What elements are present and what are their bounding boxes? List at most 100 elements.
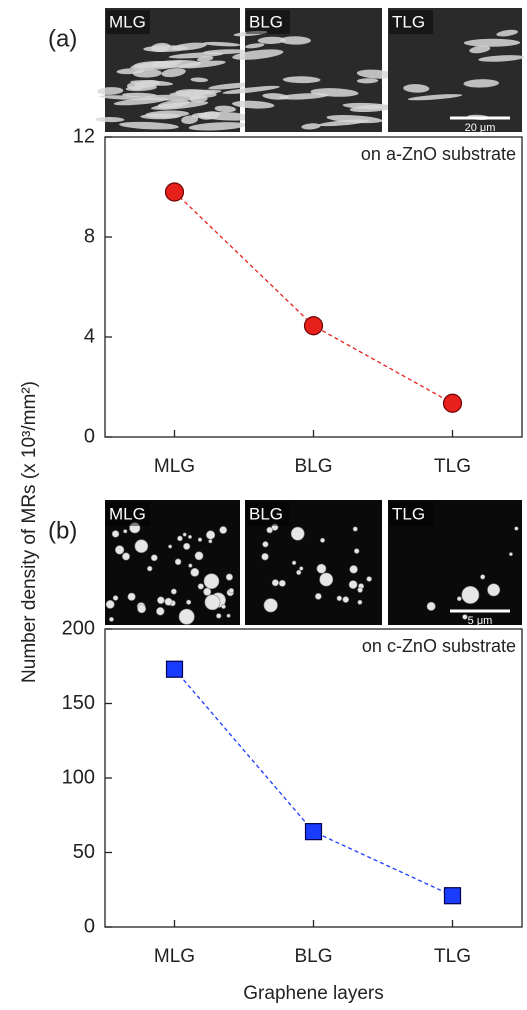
inset-label: MLG (109, 504, 146, 523)
microcrystal (357, 599, 363, 605)
sem-image: MLG (105, 500, 240, 625)
microcrystal (299, 566, 304, 571)
inset-label: MLG (109, 12, 146, 31)
microcrystal (204, 594, 221, 611)
y-tick-label: 0 (84, 425, 95, 447)
microcrystal (177, 535, 183, 542)
microcrystal (137, 604, 147, 614)
microrod (113, 97, 169, 106)
microrod (232, 49, 284, 60)
data-point (442, 393, 463, 413)
sem-image: TLG (388, 8, 525, 132)
plot-frame (104, 136, 523, 438)
microcrystal (105, 599, 115, 609)
microcrystal (208, 539, 213, 544)
microrod (463, 38, 521, 47)
microrod (178, 60, 226, 69)
data-point (164, 182, 185, 202)
microcrystal (111, 530, 120, 538)
microcrystal (134, 539, 149, 553)
panel-label: (b) (48, 517, 77, 544)
microrod (222, 85, 280, 94)
microcrystal (194, 551, 204, 561)
annotation: on a-ZnO substrate (361, 144, 516, 164)
microcrystal (170, 588, 177, 595)
inset-label-bg (389, 10, 433, 34)
y-tick-label: 50 (73, 841, 95, 863)
microcrystal (203, 587, 212, 596)
inset-label: TLG (392, 12, 425, 31)
microcrystal (456, 596, 462, 602)
microrod (203, 41, 241, 47)
data-point (304, 823, 323, 841)
microcrystal (112, 595, 119, 601)
y-tick-label: 8 (84, 225, 95, 247)
microcrystal (129, 522, 141, 534)
microrod (257, 36, 286, 44)
microrod (95, 117, 125, 123)
microcrystal (462, 614, 468, 620)
y-tick-label: 150 (62, 692, 95, 714)
y-axis-label: Number density of MRs (x 10³/mm²) (19, 381, 40, 683)
x-tick-label: BLG (294, 946, 332, 967)
microcrystal (271, 579, 279, 587)
microcrystal (123, 529, 128, 534)
microcrystal (225, 573, 233, 581)
microrod (202, 49, 247, 55)
microrod (245, 43, 265, 49)
microcrystal (509, 552, 513, 557)
microcrystal (219, 526, 228, 534)
microrod (403, 84, 430, 93)
microrod (469, 45, 491, 54)
y-tick-label: 0 (84, 915, 95, 937)
microcrystal (266, 526, 273, 534)
y-tick-label: 100 (62, 766, 95, 788)
microrod (310, 88, 359, 97)
panel-label: (a) (48, 25, 77, 52)
y-tick-label: 12 (73, 125, 95, 147)
x-tick-label: TLG (434, 456, 471, 477)
inset-label-bg (106, 502, 150, 526)
microcrystal (348, 580, 358, 589)
microrod (122, 92, 157, 98)
microrod (318, 119, 369, 127)
microrod (188, 122, 247, 131)
microrod (161, 68, 186, 78)
microcrystal (296, 569, 302, 576)
microrod (116, 68, 145, 75)
microrod (301, 123, 321, 130)
microcrystal (262, 541, 269, 548)
microrod (407, 94, 463, 101)
microcrystal (197, 583, 204, 590)
microcrystal (263, 598, 278, 613)
microrod (197, 111, 253, 121)
inset-label: BLG (249, 12, 283, 31)
microcrystal (203, 573, 220, 590)
microcrystal (342, 596, 350, 603)
microrod (496, 29, 519, 37)
microcrystal (271, 523, 279, 531)
microcrystal (190, 567, 200, 577)
microrod (232, 100, 275, 109)
annotation: on c-ZnO substrate (362, 636, 516, 656)
sem-image: TLG (388, 500, 522, 625)
microrod (157, 99, 190, 109)
microrod (214, 105, 236, 113)
microcrystal (354, 548, 360, 554)
x-tick-label: BLG (294, 456, 332, 477)
microcrystal (352, 526, 358, 532)
microcrystal (188, 534, 192, 539)
microcrystal (183, 542, 191, 550)
microcrystal (206, 530, 216, 540)
microrod (119, 121, 179, 130)
microcrystal (228, 588, 234, 594)
microcrystal (156, 607, 165, 616)
image-background (388, 8, 522, 132)
x-tick-label: MLG (154, 456, 195, 477)
data-point (165, 660, 184, 678)
microcrystal (366, 576, 372, 582)
microcrystal (164, 597, 173, 606)
y-tick-label: 4 (84, 325, 95, 347)
sem-image: BLG (245, 500, 382, 625)
